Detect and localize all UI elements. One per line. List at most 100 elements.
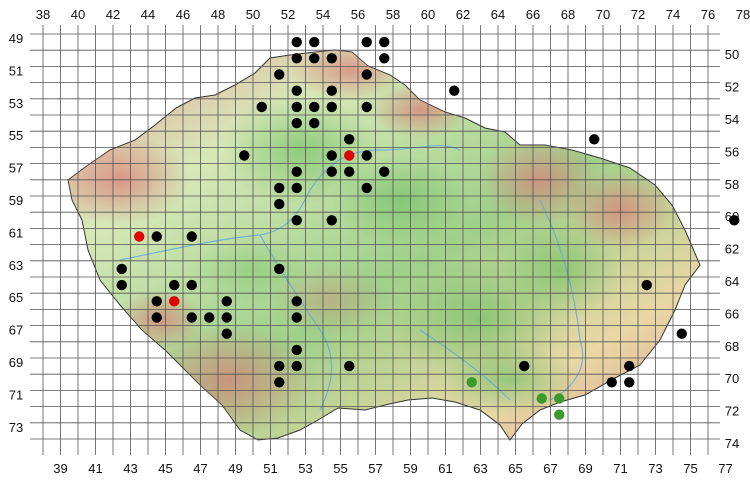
column-label-top: 40 <box>71 7 85 22</box>
column-label-bottom: 43 <box>123 461 137 476</box>
record-dot-green <box>536 393 547 404</box>
row-label-right: 68 <box>725 339 739 354</box>
row-label-left: 59 <box>9 193 23 208</box>
record-dot-black <box>449 85 460 96</box>
record-dot-black <box>379 166 390 177</box>
row-label-left: 71 <box>9 387 23 402</box>
column-label-top: 54 <box>316 7 330 22</box>
column-label-top: 66 <box>526 7 540 22</box>
column-label-bottom: 39 <box>53 461 67 476</box>
column-labels-top: 38 40 42 44 46 48 50 52 54 56 58 60 62 64 66 68 70 72 74 76… <box>36 7 750 22</box>
row-label-left: 49 <box>9 31 23 46</box>
record-dot-green <box>554 393 565 404</box>
record-dot-black <box>116 279 127 291</box>
column-labels-bottom: 39 41 43 45 47 49 51 53 55 57 59 61 63 65 67 69 71 73 75 77… <box>53 461 732 476</box>
record-dot-black <box>186 231 197 242</box>
column-label-bottom: 77 <box>718 461 732 476</box>
record-dot-black <box>274 263 285 275</box>
row-label-left: 63 <box>9 258 23 273</box>
record-dot-black <box>326 53 337 64</box>
row-label-left: 73 <box>9 420 23 435</box>
row-label-left: 69 <box>9 355 23 370</box>
record-dot-black <box>274 198 285 210</box>
column-label-top: 56 <box>351 7 365 22</box>
record-dot-black <box>186 279 197 291</box>
record-dot-black <box>326 166 337 177</box>
row-label-left: 65 <box>9 290 23 305</box>
record-dot-black <box>624 360 635 372</box>
record-dot-black <box>291 296 302 307</box>
column-label-bottom: 75 <box>683 461 697 476</box>
record-dot-black <box>326 101 337 113</box>
record-dot-black <box>169 279 180 291</box>
row-label-left: 55 <box>9 128 23 143</box>
column-label-bottom: 67 <box>543 461 557 476</box>
column-label-top: 44 <box>141 7 155 22</box>
record-dot-black <box>361 69 372 80</box>
record-dot-black <box>606 377 617 388</box>
column-label-top: 76 <box>701 7 715 22</box>
record-dot-black <box>221 328 232 339</box>
record-dot-black <box>221 296 232 307</box>
record-dot-black <box>361 101 372 113</box>
country-relief <box>67 49 701 441</box>
record-dot-black <box>116 263 127 275</box>
column-label-top: 50 <box>246 7 260 22</box>
row-label-left: 61 <box>9 225 23 240</box>
row-label-left: 67 <box>9 323 23 338</box>
column-label-top: 70 <box>596 7 610 22</box>
record-dot-black <box>309 53 320 64</box>
record-dot-black <box>291 117 302 129</box>
column-label-top: 74 <box>666 7 680 22</box>
record-dot-black <box>151 312 162 323</box>
column-label-bottom: 41 <box>88 461 102 476</box>
record-dot-black <box>274 182 285 194</box>
record-dot-black <box>309 117 320 129</box>
record-dot-black <box>361 150 372 161</box>
record-dot-black <box>326 150 337 161</box>
record-dot-black <box>291 215 302 226</box>
column-label-top: 62 <box>456 7 470 22</box>
record-dot-black <box>326 215 337 226</box>
row-label-right: 50 <box>725 47 739 62</box>
record-dot-black <box>291 166 302 177</box>
column-label-top: 58 <box>386 7 400 22</box>
record-dot-black <box>344 166 355 177</box>
row-label-right: 52 <box>725 80 739 95</box>
record-dot-black <box>291 36 302 48</box>
column-label-bottom: 61 <box>438 461 452 476</box>
record-dot-black <box>309 101 320 113</box>
column-label-bottom: 51 <box>263 461 277 476</box>
record-dot-black <box>291 182 302 194</box>
row-label-left: 51 <box>9 63 23 78</box>
record-dot-black <box>221 312 232 323</box>
record-dot-black <box>344 134 355 145</box>
record-dot-black <box>379 53 390 64</box>
record-dot-black <box>274 377 285 388</box>
row-label-right: 56 <box>725 144 739 159</box>
column-label-top: 60 <box>421 7 435 22</box>
record-dot-black <box>361 182 372 194</box>
record-dot-black <box>291 85 302 96</box>
record-dot-black <box>361 36 372 48</box>
column-label-bottom: 59 <box>403 461 417 476</box>
column-label-bottom: 55 <box>333 461 347 476</box>
record-dot-black <box>589 134 600 145</box>
column-label-bottom: 45 <box>158 461 172 476</box>
record-dot-black <box>291 312 302 323</box>
column-label-top: 42 <box>106 7 120 22</box>
row-label-left: 57 <box>9 161 23 176</box>
row-label-right: 66 <box>725 306 739 321</box>
record-dot-black <box>676 328 687 339</box>
row-label-right: 62 <box>725 242 739 257</box>
column-label-bottom: 73 <box>648 461 662 476</box>
record-dot-black <box>519 360 530 372</box>
record-dot-black <box>291 53 302 64</box>
record-dot-black <box>274 360 285 372</box>
record-dots <box>116 36 740 420</box>
record-dot-black <box>379 36 390 48</box>
record-dot-black <box>309 36 320 48</box>
column-label-top: 72 <box>631 7 645 22</box>
